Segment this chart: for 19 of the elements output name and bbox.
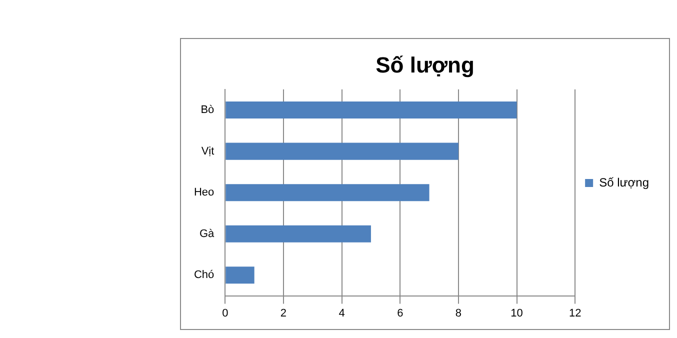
y-tick-label: Vịt	[201, 145, 214, 158]
y-tick-label: Heo	[194, 186, 214, 199]
bar	[226, 225, 371, 242]
chart-title: Số lượng	[376, 52, 474, 78]
y-tick-label: Chó	[194, 269, 214, 282]
bar	[226, 102, 517, 119]
x-tick-label: 2	[280, 307, 287, 320]
x-tick-label: 8	[455, 307, 462, 320]
x-tick-label: 10	[510, 307, 523, 320]
x-tick-label: 6	[397, 307, 404, 320]
legend-label: Số lượng	[599, 175, 650, 190]
x-tick-label: 4	[338, 307, 345, 320]
y-tick-label: Gà	[199, 228, 216, 240]
x-tick-label: 0	[222, 307, 228, 320]
bar	[226, 184, 430, 202]
bar	[226, 266, 254, 284]
x-tick-label: 12	[568, 307, 582, 320]
bar	[226, 142, 458, 160]
y-tick-label: Bò	[200, 104, 214, 116]
